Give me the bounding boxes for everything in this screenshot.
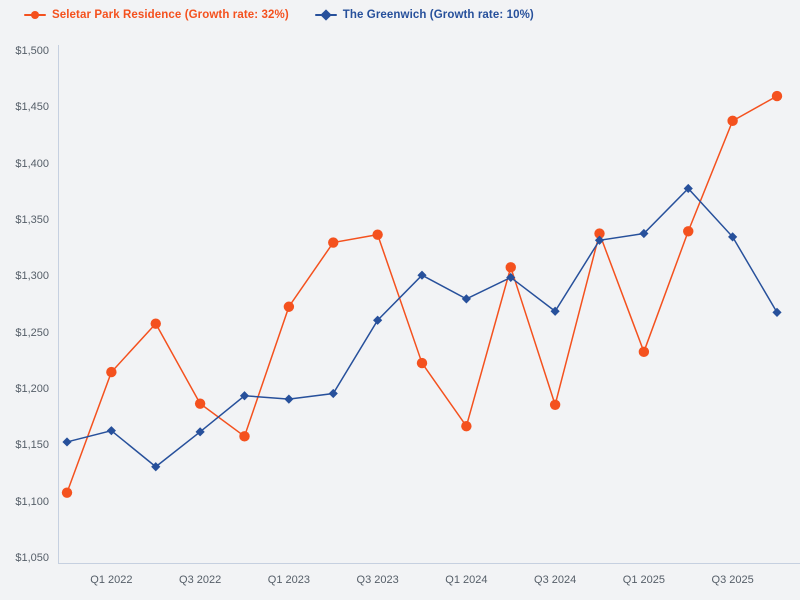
legend-item-1[interactable]: Seletar Park Residence (Growth rate: 32%…: [24, 9, 289, 21]
diamond-marker-icon[interactable]: [328, 388, 338, 399]
circle-marker-icon: [24, 9, 46, 21]
y-axis-line: [58, 45, 59, 564]
circle-marker-icon[interactable]: [239, 431, 250, 442]
circle-marker-icon[interactable]: [106, 366, 117, 378]
diamond-marker-icon[interactable]: [195, 427, 205, 437]
series-line: [66, 187, 778, 468]
diamond-marker-icon[interactable]: [728, 232, 738, 242]
circle-marker-icon[interactable]: [771, 90, 783, 102]
circle-marker-icon[interactable]: [683, 226, 694, 237]
circle-marker-icon[interactable]: [328, 237, 339, 248]
diamond-marker-icon[interactable]: [461, 294, 471, 304]
diamond-marker-icon[interactable]: [639, 228, 649, 239]
chart-legend: Seletar Park Residence (Growth rate: 32%…: [24, 9, 534, 21]
circle-marker-icon[interactable]: [549, 399, 561, 410]
circle-marker-icon[interactable]: [505, 262, 516, 273]
circle-marker-icon[interactable]: [594, 228, 605, 239]
y-axis-tick-label: $1,300: [15, 270, 49, 283]
diamond-marker-icon[interactable]: [550, 306, 560, 316]
x-axis-tick-label: Q3 2024: [534, 574, 577, 586]
diamond-marker-icon[interactable]: [62, 437, 72, 447]
series-2: [62, 183, 782, 472]
circle-marker-icon[interactable]: [372, 229, 383, 240]
legend-label: The Greenwich (Growth rate: 10%): [342, 9, 534, 21]
circle-marker-icon[interactable]: [283, 301, 295, 312]
legend-label: Seletar Park Residence (Growth rate: 32%…: [52, 9, 289, 21]
diamond-marker-icon[interactable]: [239, 391, 250, 401]
circle-marker-icon[interactable]: [416, 357, 428, 369]
diamond-marker-icon[interactable]: [373, 315, 383, 325]
series-line: [66, 95, 778, 493]
legend-item-2[interactable]: The Greenwich (Growth rate: 10%): [314, 9, 534, 21]
x-axis-tick-label: Q3 2023: [356, 574, 399, 586]
x-axis-tick-label: Q1 2024: [445, 574, 488, 586]
y-axis-tick-label: $1,250: [15, 326, 49, 339]
x-axis-tick-label: Q1 2025: [622, 574, 665, 586]
x-axis-line: [58, 563, 800, 564]
circle-marker-icon[interactable]: [194, 398, 206, 409]
diamond-marker-icon[interactable]: [151, 462, 161, 472]
y-axis-tick-label: $1,350: [15, 214, 49, 226]
circle-marker-icon[interactable]: [638, 346, 650, 358]
diamond-marker-icon[interactable]: [417, 270, 427, 280]
circle-marker-icon[interactable]: [461, 420, 472, 432]
diamond-marker-icon[interactable]: [683, 183, 693, 194]
series-1: [61, 90, 783, 498]
y-axis-tick-label: $1,500: [15, 45, 49, 57]
y-axis-tick-label: $1,450: [15, 101, 49, 114]
plot-area: $1,050 $1,100 $1,150 $1,200 $1,250 $1,300 $1,3…: [15, 45, 800, 586]
y-axis-tick-label: $1,150: [15, 439, 49, 452]
diamond-marker-icon: [314, 9, 337, 21]
x-axis-tick-label: Q3 2022: [179, 574, 222, 586]
y-axis-tick-label: $1,400: [15, 157, 49, 170]
y-axis-tick-label: $1,200: [15, 383, 49, 395]
x-axis-tick-label: Q1 2023: [267, 574, 310, 586]
diamond-marker-icon[interactable]: [284, 394, 294, 404]
circle-marker-icon[interactable]: [61, 487, 73, 498]
x-axis-tick-label: Q3 2025: [711, 574, 754, 586]
diamond-marker-icon[interactable]: [594, 235, 605, 245]
circle-marker-icon[interactable]: [727, 115, 738, 127]
series-layer: [61, 90, 783, 498]
circle-marker-icon[interactable]: [150, 318, 161, 329]
x-axis-tick-label: Q1 2022: [90, 574, 133, 586]
y-axis-tick-label: $1,100: [15, 495, 49, 508]
y-axis-tick-label: $1,050: [15, 552, 49, 564]
diamond-marker-icon[interactable]: [772, 307, 782, 317]
